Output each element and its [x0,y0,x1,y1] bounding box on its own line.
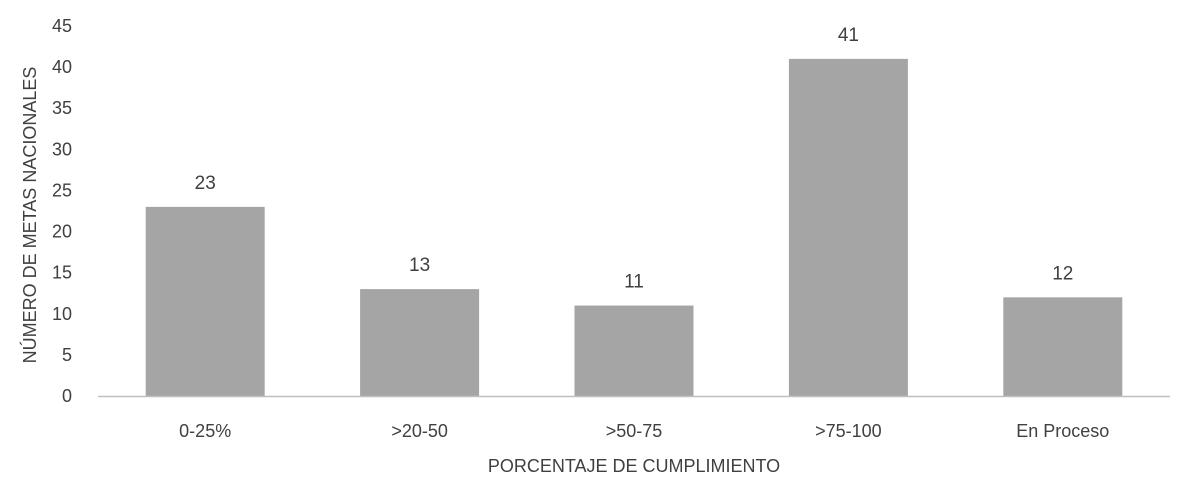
x-axis-ticks: 0-25% >20-50 >50-75 >75-100 En Proceso [179,421,1109,441]
x-tick-label: 0-25% [179,421,231,441]
bar-value-label: 23 [195,173,216,194]
y-axis-title: NÚMERO DE METAS NACIONALES [19,67,40,364]
x-tick-label: >50-75 [606,421,663,441]
y-tick-label: 25 [52,180,72,200]
bar [1003,297,1123,396]
bar-value-label: 11 [624,272,644,293]
x-tick-label: >20-50 [391,421,448,441]
data-labels: 23 13 11 41 12 [195,25,1074,293]
bar [574,305,694,396]
y-tick-label: 5 [62,345,72,365]
y-tick-label: 30 [52,139,72,159]
bar-value-label: 13 [409,255,430,276]
bars [145,58,1123,397]
y-tick-label: 15 [52,263,72,283]
y-axis-ticks: 0 5 10 15 20 25 30 35 40 45 [52,16,72,406]
bar-value-label: 12 [1052,263,1073,284]
bar [360,289,480,396]
bar [788,58,908,397]
y-tick-label: 0 [62,386,72,406]
bar-value-label: 41 [838,25,859,46]
bar [145,206,265,396]
y-tick-label: 20 [52,222,72,242]
x-axis-title: PORCENTAJE DE CUMPLIMIENTO [488,456,780,476]
y-tick-label: 40 [52,57,72,77]
y-tick-label: 10 [52,304,72,324]
y-tick-label: 45 [52,16,72,36]
x-tick-label: >75-100 [815,421,882,441]
x-tick-label: En Proceso [1016,421,1109,441]
y-tick-label: 35 [52,98,72,118]
